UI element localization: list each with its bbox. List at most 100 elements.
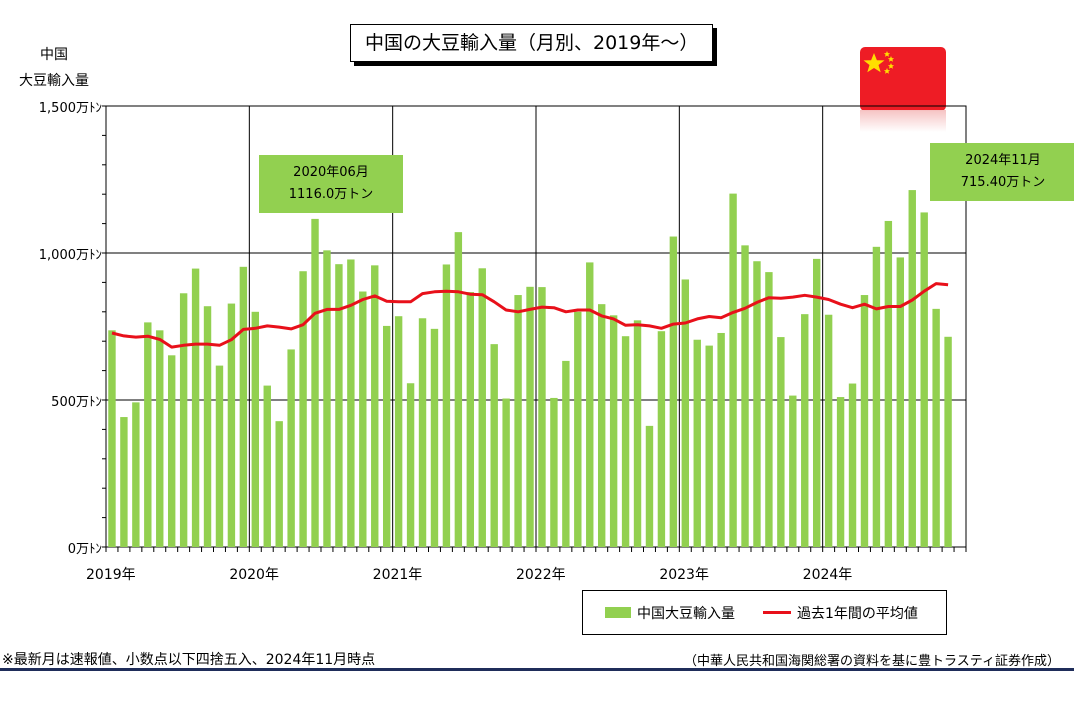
bar (574, 311, 582, 547)
footer-note: ※最新月は速報値、小数点以下四捨五入、2024年11月時点 (2, 652, 376, 668)
bar (179, 293, 188, 547)
bar (562, 360, 570, 547)
y-axis-title-line2: 大豆輸入量 (19, 73, 89, 89)
bar (263, 385, 271, 547)
bar (920, 212, 928, 548)
legend-swatch-bars (605, 607, 631, 618)
chart-plot (102, 105, 967, 552)
bar (167, 355, 176, 547)
peak-callout: 2020年06月 1116.0万トン (259, 155, 403, 213)
bar (203, 306, 212, 547)
chart-legend: 中国大豆輸入量 過去1年間の平均値 (582, 590, 947, 635)
bar (777, 337, 785, 547)
bar (323, 250, 331, 547)
bar (908, 190, 916, 548)
bar (944, 336, 952, 547)
latest-callout: 2024年11月 715.40万トン (930, 143, 1074, 201)
bar (586, 262, 594, 547)
bar (932, 308, 940, 547)
bar (765, 272, 773, 547)
legend-label-line: 過去1年間の平均値 (797, 605, 918, 622)
bar (526, 286, 534, 547)
bar (741, 245, 749, 547)
bar (645, 425, 654, 547)
bar (120, 417, 128, 547)
bar-layer (108, 190, 952, 548)
bar (347, 259, 355, 547)
bar (681, 279, 690, 547)
bar (394, 316, 403, 547)
bar (872, 246, 881, 548)
bar (371, 265, 379, 547)
bar (550, 397, 558, 547)
bar (251, 311, 260, 547)
bar (597, 304, 606, 547)
x-tick-label: 2020年 (229, 567, 279, 583)
bar (478, 268, 486, 547)
bar (299, 271, 307, 547)
x-tick-label: 2024年 (802, 567, 853, 583)
bar (693, 339, 701, 547)
x-tick-label: 2019年 (86, 567, 136, 583)
bar (466, 292, 475, 547)
bar (502, 398, 510, 547)
latest-callout-line2: 715.40万トン (960, 175, 1046, 190)
bar (311, 218, 319, 547)
bar (753, 261, 761, 547)
legend-swatch-line (763, 611, 791, 614)
bar (191, 268, 200, 547)
bar (239, 266, 248, 547)
bar (430, 328, 439, 547)
bar (621, 336, 630, 547)
legend-item-line: 過去1年間の平均値 (763, 591, 918, 634)
x-tick-label: 2022年 (516, 567, 566, 583)
bar (884, 220, 893, 548)
y-tick-label: 500万ﾄﾝ (51, 395, 102, 410)
y-tick-label: 1,000万ﾄﾝ (38, 248, 102, 263)
footer-source: （中華人民共和国海関総署の資料を基に豊トラスティ証券作成） (684, 654, 1060, 669)
bar (705, 345, 713, 547)
bar (609, 315, 618, 547)
x-tick-label: 2021年 (372, 567, 423, 583)
china-flag-graphic (860, 47, 946, 111)
line-layer (111, 282, 949, 349)
bar (382, 325, 391, 547)
y-tick-label: 1,500万ﾄﾝ (38, 101, 102, 116)
chart-title: 中国の大豆輸入量（月別、2019年～） (350, 24, 714, 62)
latest-callout-line1: 2024年11月 (965, 153, 1041, 168)
legend-item-bars: 中国大豆輸入量 (605, 591, 735, 634)
bar (717, 332, 725, 547)
bar (848, 383, 857, 547)
axis-layer (102, 105, 967, 552)
y-axis-title-line1: 中国 (40, 47, 68, 63)
bar (406, 383, 415, 547)
bottom-rule (0, 668, 1074, 671)
bar (812, 258, 821, 547)
bar (896, 257, 905, 547)
x-tick-label: 2023年 (659, 567, 709, 583)
bar (287, 349, 295, 547)
legend-label-bars: 中国大豆輸入量 (637, 605, 735, 622)
bar (633, 320, 642, 547)
bar (860, 295, 869, 547)
y-tick-label: 0万ﾄﾝ (67, 542, 102, 557)
bar (538, 287, 546, 547)
bar (657, 331, 666, 547)
bar (514, 295, 522, 547)
bar (132, 402, 140, 547)
average-line (111, 282, 949, 349)
bar (108, 330, 116, 547)
bar (789, 395, 797, 547)
bar (156, 330, 164, 547)
bar (824, 314, 833, 547)
bar (442, 264, 451, 547)
china-flag-icon (860, 47, 946, 111)
flag-reflection (860, 110, 946, 132)
peak-callout-line1: 2020年06月 (293, 165, 369, 180)
bar (418, 318, 427, 547)
bar (669, 236, 678, 547)
bar (335, 264, 343, 547)
bar (836, 397, 845, 547)
bar (144, 322, 152, 547)
bar (490, 344, 498, 547)
